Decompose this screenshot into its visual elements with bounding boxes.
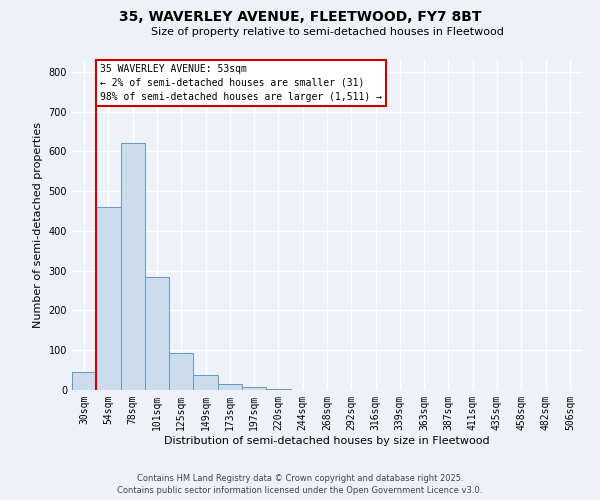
Bar: [121, 144, 145, 390]
Bar: [145, 276, 169, 390]
Y-axis label: Number of semi-detached properties: Number of semi-detached properties: [33, 122, 43, 328]
Bar: [72, 372, 96, 390]
Title: Size of property relative to semi-detached houses in Fleetwood: Size of property relative to semi-detach…: [151, 27, 503, 37]
Bar: [169, 353, 193, 390]
Bar: [266, 389, 290, 390]
X-axis label: Distribution of semi-detached houses by size in Fleetwood: Distribution of semi-detached houses by …: [164, 436, 490, 446]
Text: 35 WAVERLEY AVENUE: 53sqm
← 2% of semi-detached houses are smaller (31)
98% of s: 35 WAVERLEY AVENUE: 53sqm ← 2% of semi-d…: [100, 64, 382, 102]
Bar: [218, 384, 242, 390]
Text: 35, WAVERLEY AVENUE, FLEETWOOD, FY7 8BT: 35, WAVERLEY AVENUE, FLEETWOOD, FY7 8BT: [119, 10, 481, 24]
Bar: [193, 376, 218, 390]
Bar: [242, 387, 266, 390]
Text: Contains HM Land Registry data © Crown copyright and database right 2025.
Contai: Contains HM Land Registry data © Crown c…: [118, 474, 482, 495]
Bar: [96, 207, 121, 390]
